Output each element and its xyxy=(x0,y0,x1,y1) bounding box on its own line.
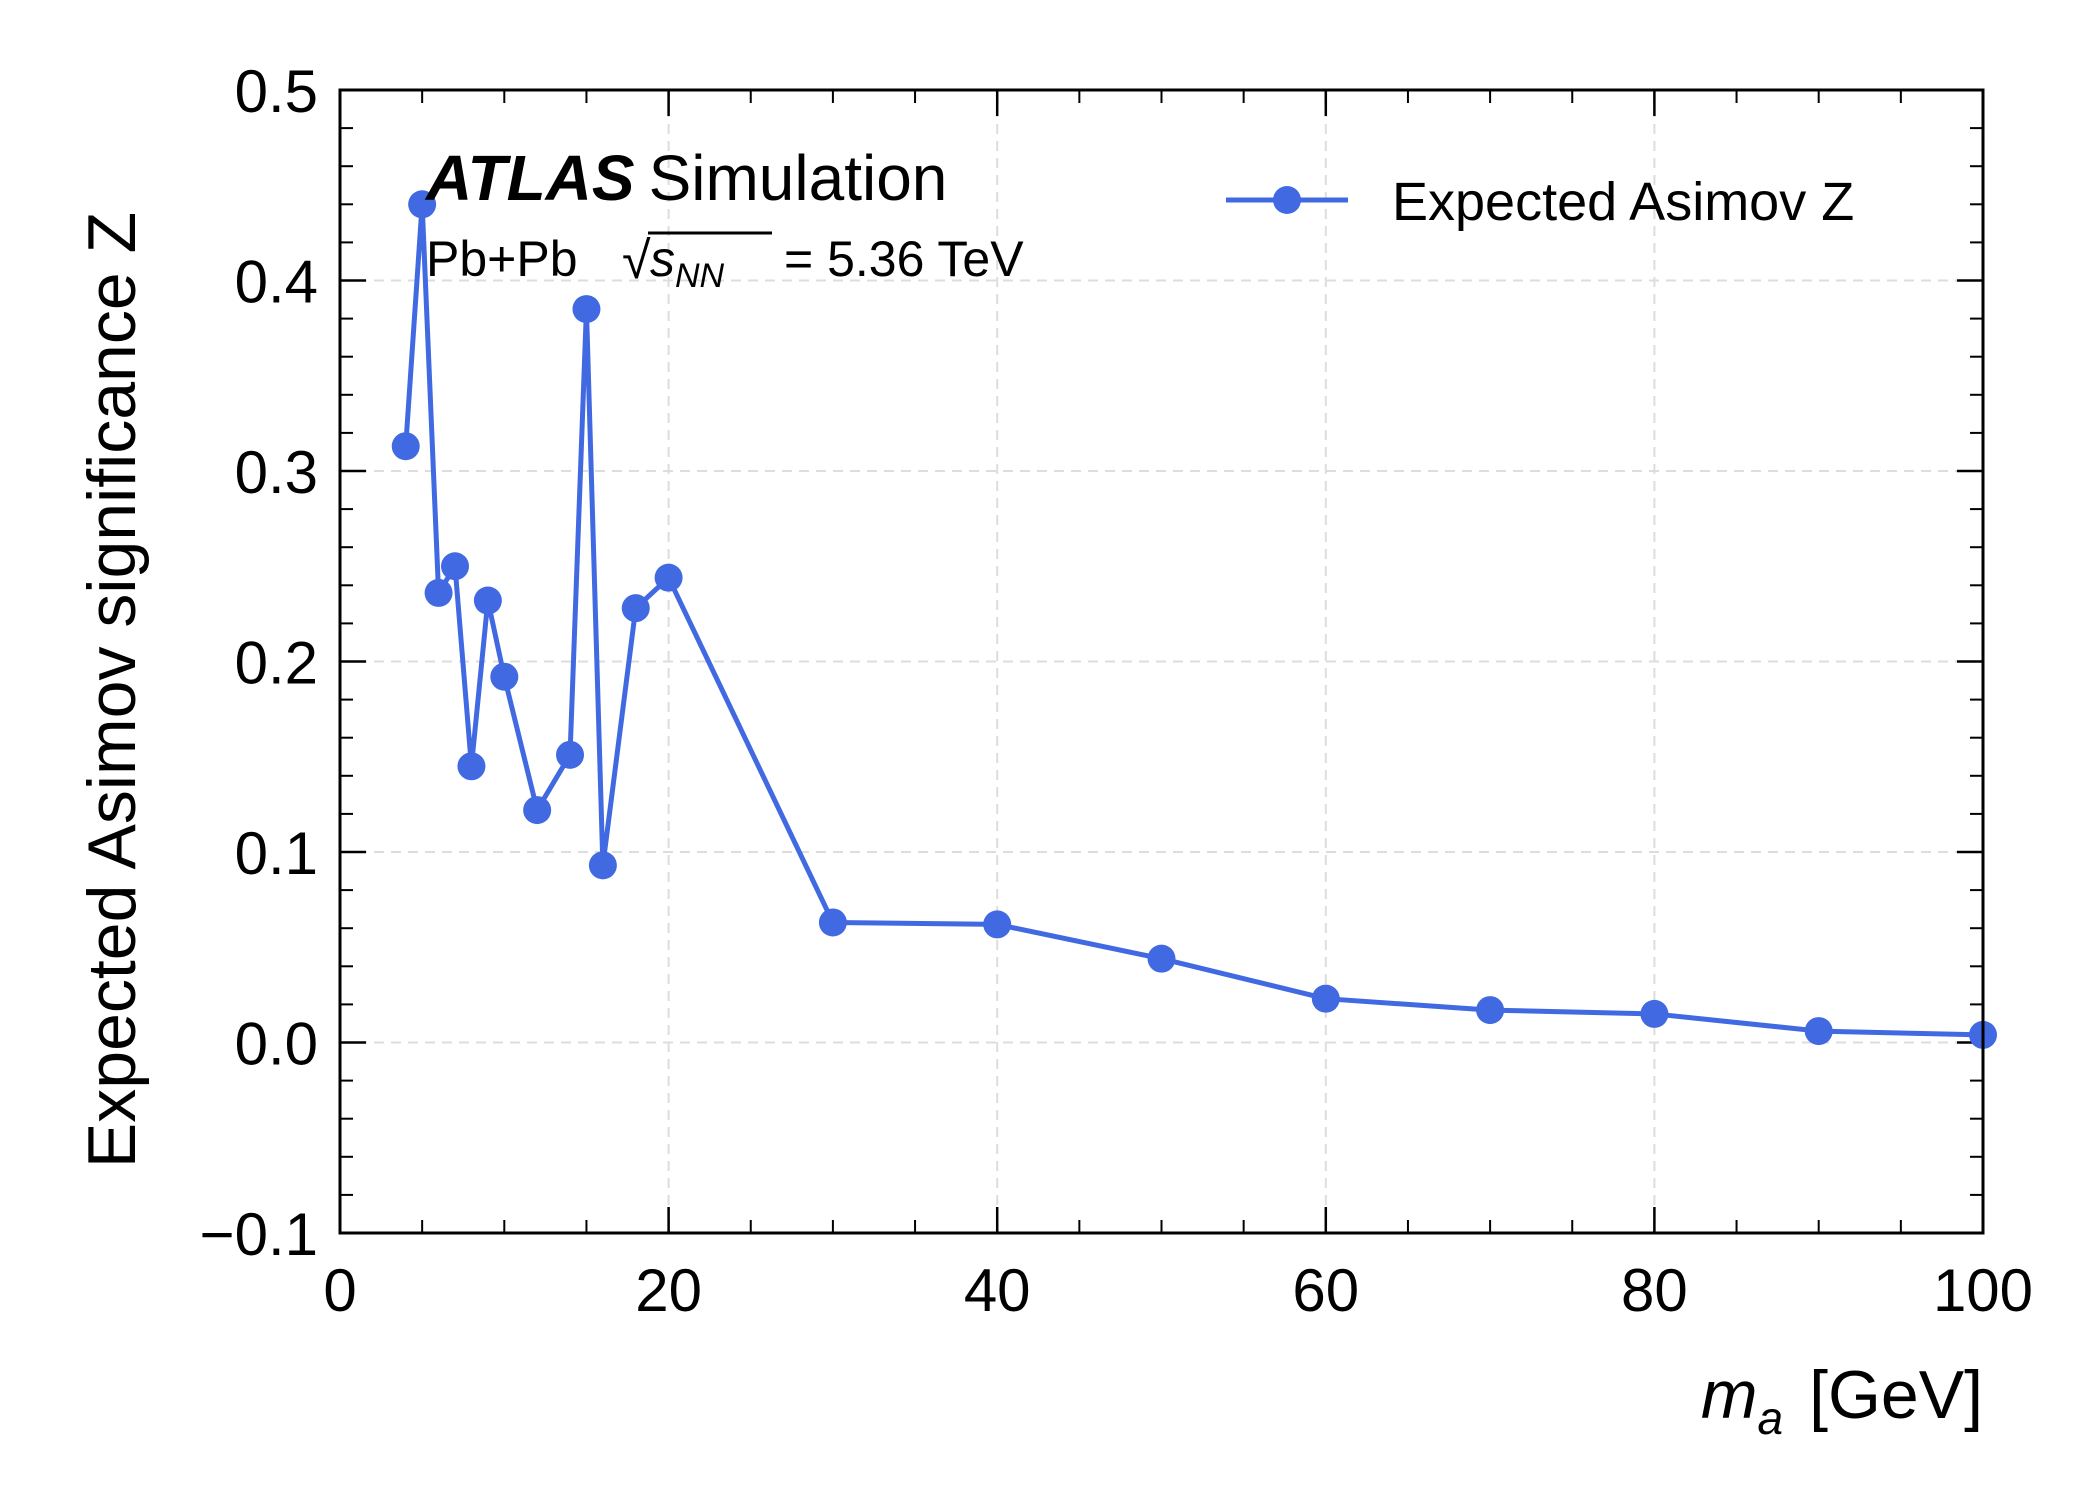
data-point xyxy=(572,295,601,324)
legend-marker xyxy=(1273,186,1301,214)
x-axis-label-variable: m xyxy=(1701,1357,1758,1433)
x-axis-label-unit: [GeV] xyxy=(1809,1357,1983,1433)
x-tick-labels: 0 20 40 60 80 100 xyxy=(323,1257,2033,1324)
x-tick-label: 80 xyxy=(1621,1257,1688,1324)
x-axis-label: ma [GeV] xyxy=(1701,1357,1983,1444)
energy-variable: sNN xyxy=(650,231,725,295)
collision-info: Pb+Pb √ sNN = 5.36 TeV xyxy=(426,231,1024,295)
data-point xyxy=(391,432,420,461)
y-tick-label: −0.1 xyxy=(200,1201,318,1268)
data-point xyxy=(408,190,437,219)
x-axis-label-subscript: a xyxy=(1758,1392,1784,1444)
y-tick-label: 0.0 xyxy=(235,1011,318,1078)
legend-label: Expected Asimov Z xyxy=(1392,172,1854,232)
data-point xyxy=(1311,984,1340,1013)
data-point xyxy=(621,594,650,623)
data-point xyxy=(441,552,470,581)
data-point xyxy=(654,563,683,592)
data-point xyxy=(1147,944,1176,973)
energy-symbol: s xyxy=(650,231,675,287)
data-point xyxy=(1640,999,1669,1028)
major-ticks xyxy=(338,88,1985,1235)
legend: Expected Asimov Z xyxy=(1226,172,1854,232)
sqrt-sign: √ xyxy=(622,232,651,290)
data-point xyxy=(818,908,847,937)
x-tick-label: 40 xyxy=(964,1257,1031,1324)
y-tick-label: 0.2 xyxy=(235,630,318,697)
experiment-status: Simulation xyxy=(649,142,948,214)
y-tick-label: 0.4 xyxy=(235,249,318,316)
y-tick-label: 0.5 xyxy=(235,58,318,125)
energy-value: = 5.36 TeV xyxy=(784,231,1024,287)
experiment-name: ATLAS xyxy=(424,142,635,214)
series-markers xyxy=(391,190,1997,1049)
data-point xyxy=(556,740,585,769)
plot-frame xyxy=(338,88,1985,1235)
data-point xyxy=(1476,996,1505,1025)
collision-system: Pb+Pb xyxy=(426,231,578,287)
data-point xyxy=(588,851,617,880)
y-tick-label: 0.1 xyxy=(235,820,318,887)
y-tick-label: 0.3 xyxy=(235,439,318,506)
y-tick-labels: −0.1 0.0 0.1 0.2 0.3 0.4 0.5 xyxy=(200,58,318,1268)
energy-subscript: NN xyxy=(675,257,725,295)
plot-area xyxy=(391,190,1997,1049)
experiment-label: ATLAS Simulation xyxy=(424,142,947,214)
data-point xyxy=(523,796,552,825)
data-point xyxy=(1804,1017,1833,1046)
data-point xyxy=(424,578,453,607)
data-point xyxy=(473,586,502,615)
x-tick-label: 60 xyxy=(1292,1257,1359,1324)
x-tick-label: 0 xyxy=(323,1257,356,1324)
x-tick-label: 20 xyxy=(635,1257,702,1324)
x-tick-label: 100 xyxy=(1933,1257,2033,1324)
grid xyxy=(340,90,1983,1233)
data-point xyxy=(457,752,486,781)
y-axis-label: Expected Asimov significance Z xyxy=(74,212,150,1168)
data-point xyxy=(983,910,1012,939)
data-point xyxy=(490,662,519,691)
